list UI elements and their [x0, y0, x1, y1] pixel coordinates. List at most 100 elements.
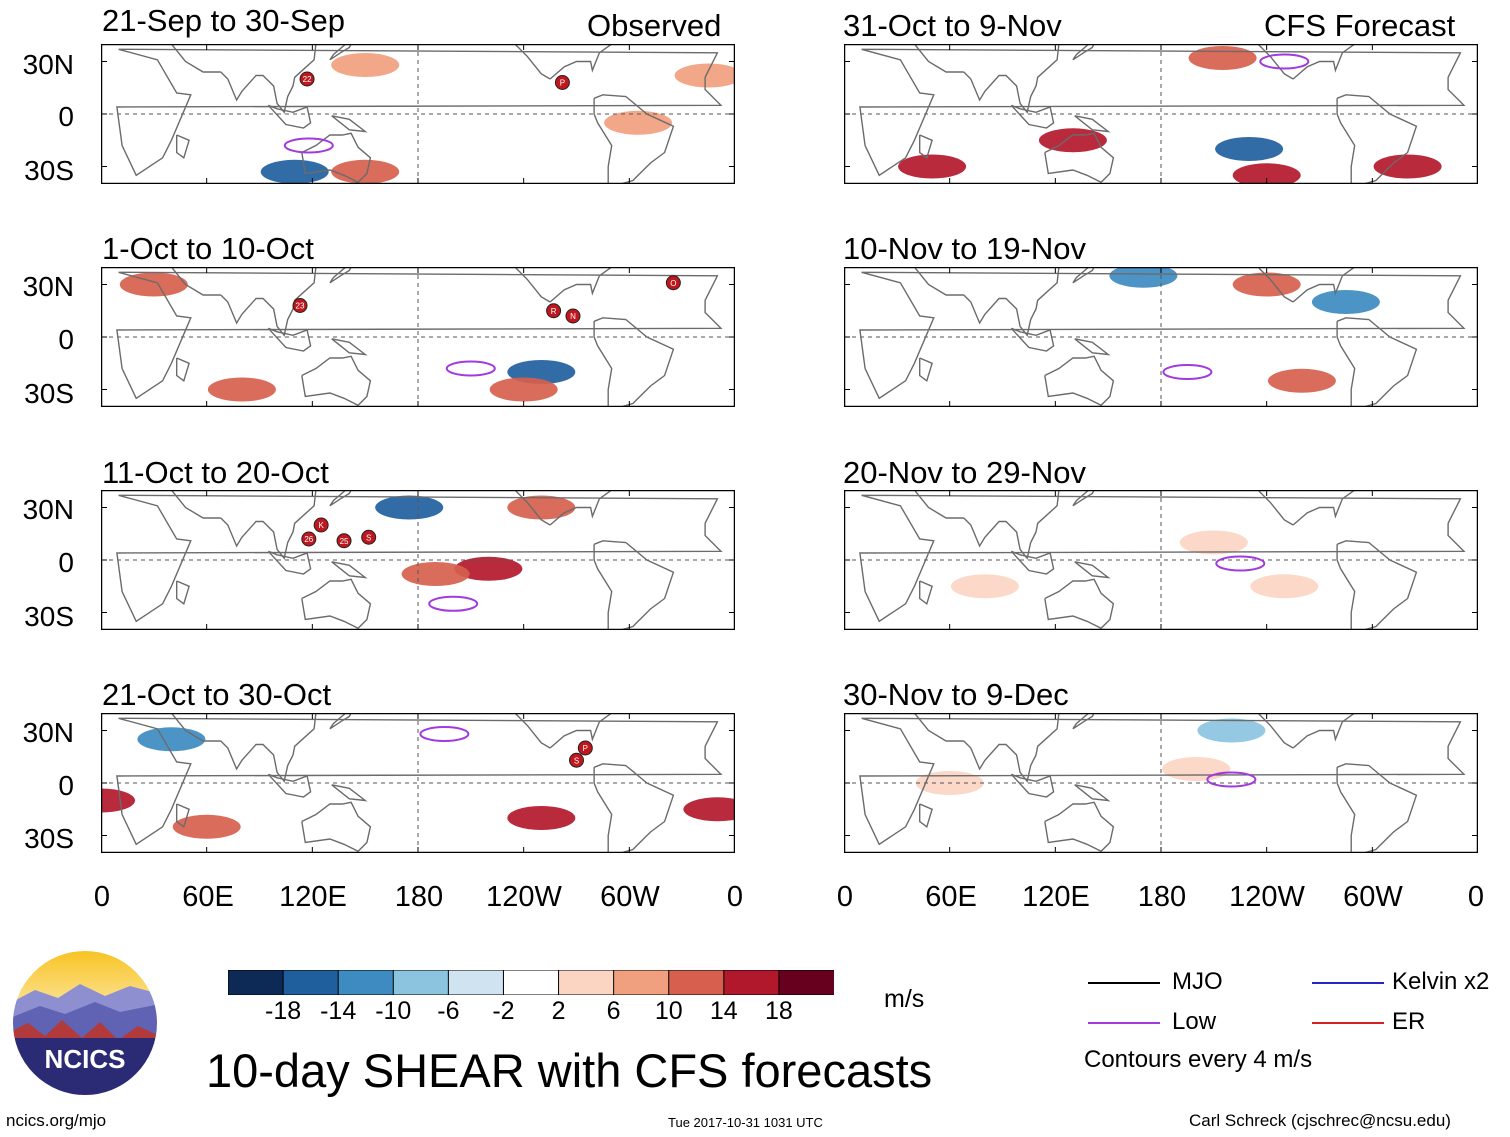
- colorbar-tick-label: 18: [765, 997, 793, 1025]
- storm-marker: S: [361, 529, 377, 545]
- shear-map-panel: [844, 713, 1478, 853]
- coastline: [301, 801, 372, 853]
- y-tick-label: 0: [58, 324, 74, 355]
- colorbar-tick-label: 2: [551, 997, 566, 1025]
- coastline: [919, 580, 933, 605]
- x-tick-label: 0: [1467, 881, 1485, 913]
- coastline: [267, 327, 312, 352]
- panel-title: 21-Sep to 30-Sep: [102, 3, 346, 38]
- coastline: [1010, 550, 1055, 575]
- coastline: [513, 44, 613, 80]
- colorbar-swatch: [228, 970, 285, 995]
- low-legend-line: [1088, 1022, 1160, 1024]
- shear-anomaly-blob: [1188, 46, 1257, 70]
- coastline: [331, 561, 368, 579]
- y-tick-label: 0: [58, 547, 74, 578]
- svg-text:K: K: [318, 521, 324, 530]
- colorbar-tick-label: -6: [437, 997, 460, 1025]
- svg-text:P: P: [583, 744, 588, 753]
- coastline: [267, 550, 312, 575]
- coastline: [1074, 115, 1111, 133]
- shear-anomaly-blob: [1162, 757, 1231, 781]
- timestamp: Tue 2017-10-31 1031 UTC: [668, 1115, 823, 1130]
- coastline: [919, 803, 933, 828]
- storm-marker: P: [554, 75, 570, 90]
- x-tick-label: 120E: [1022, 881, 1090, 913]
- coastline: [513, 267, 613, 303]
- coastline: [1256, 713, 1356, 749]
- shear-anomaly-blob: [489, 377, 558, 402]
- shear-anomaly-blob: [1373, 154, 1442, 179]
- coastline: [170, 713, 317, 783]
- storm-marker: N: [565, 308, 581, 324]
- coastline: [1336, 317, 1418, 407]
- coastline: [1074, 784, 1111, 802]
- coastline: [329, 490, 352, 507]
- shear-anomaly-blob: [260, 159, 329, 184]
- shear-anomaly-blob: [172, 814, 241, 839]
- coastline: [176, 357, 190, 382]
- shear-anomaly-blob: [331, 53, 400, 77]
- low-contour: [1206, 771, 1257, 788]
- forecast-heading: CFS Forecast: [1264, 8, 1456, 43]
- panel-title: 20-Nov to 29-Nov: [843, 455, 1086, 490]
- coastline: [329, 713, 352, 730]
- kelvin-legend-line: [1312, 982, 1384, 984]
- low-contour: [1162, 364, 1213, 380]
- panel-title: 1-Oct to 10-Oct: [102, 231, 314, 266]
- shear-map-panel: [844, 267, 1478, 407]
- shear-anomaly-blob: [507, 495, 576, 520]
- coastline: [1074, 561, 1111, 579]
- coastline: [593, 317, 675, 407]
- coastline: [267, 773, 312, 798]
- x-tick-label: 120W: [1229, 881, 1305, 913]
- coastline: [176, 803, 190, 828]
- coastline: [331, 338, 368, 356]
- coastline: [1044, 132, 1115, 184]
- colorbar-swatch: [502, 970, 560, 995]
- y-tick-label: 30S: [24, 601, 74, 632]
- colorbar-swatch: [282, 970, 340, 995]
- coastline: [329, 44, 352, 61]
- colorbar-tick-label: -14: [320, 997, 357, 1025]
- coastline: [170, 267, 317, 337]
- ncics-logo: NCICS: [11, 949, 159, 1097]
- coastline: [913, 490, 1060, 560]
- shear-anomaly-blob: [331, 159, 400, 184]
- coastline: [1072, 713, 1095, 730]
- er-legend-line: [1312, 1022, 1384, 1024]
- coastline: [513, 490, 613, 526]
- source-url[interactable]: ncics.org/mjo: [6, 1111, 107, 1130]
- coastline: [1336, 94, 1418, 184]
- coastline: [1256, 44, 1356, 80]
- coastline: [593, 763, 675, 853]
- storm-marker: 25: [336, 533, 352, 549]
- svg-text:N: N: [570, 312, 576, 321]
- x-tick-label: 120W: [486, 881, 562, 913]
- shear-anomaly-blob: [1215, 137, 1284, 161]
- x-tick-label: 0: [726, 881, 744, 913]
- coastline: [859, 494, 1466, 623]
- observed-heading: Observed: [587, 8, 722, 43]
- shear-map-panel: PS: [101, 713, 735, 853]
- shear-anomaly-blob: [1197, 718, 1266, 743]
- coastline: [913, 713, 1060, 783]
- coastline: [301, 355, 372, 407]
- coastline: [176, 580, 190, 605]
- mjo-legend-line: [1088, 982, 1160, 984]
- y-tick-label: 30N: [22, 494, 74, 525]
- author-credit: Carl Schreck (cjschrec@ncsu.edu): [1189, 1111, 1451, 1130]
- coastline: [170, 44, 317, 114]
- y-tick-label: 30N: [22, 49, 74, 80]
- coastline: [513, 713, 613, 749]
- panel-title: 10-Nov to 19-Nov: [843, 231, 1086, 266]
- shear-map-panel: 22 P: [101, 44, 735, 184]
- x-tick-label: 0: [93, 881, 111, 913]
- svg-text:O: O: [670, 279, 676, 288]
- shear-anomaly-blob: [101, 788, 135, 813]
- coastline: [329, 267, 352, 284]
- coastline: [1336, 763, 1418, 853]
- svg-text:S: S: [574, 756, 579, 765]
- x-tick-label: 60W: [600, 881, 660, 913]
- svg-text:R: R: [551, 307, 557, 316]
